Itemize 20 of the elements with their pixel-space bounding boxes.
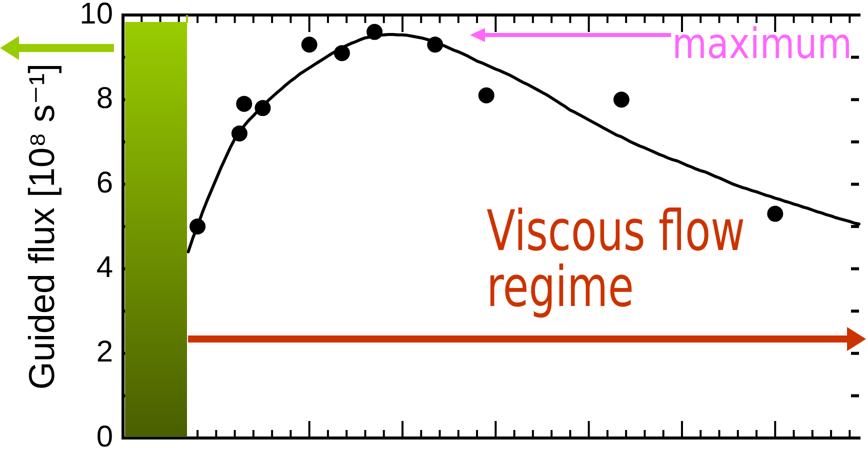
y-axis-title: Guided flux [10⁸ s⁻¹] bbox=[20, 63, 62, 390]
y-tick-label: 10 bbox=[80, 0, 114, 30]
point bbox=[478, 87, 494, 104]
point bbox=[366, 24, 383, 40]
y-tick-label: 8 bbox=[96, 82, 114, 115]
point bbox=[254, 100, 271, 116]
y-tick-label: 2 bbox=[96, 336, 114, 369]
annotation: Viscous flow regime bbox=[486, 198, 746, 320]
point bbox=[236, 96, 252, 112]
point bbox=[334, 45, 350, 62]
point bbox=[427, 36, 444, 53]
y-tick-label: 6 bbox=[96, 166, 114, 200]
annotation: maximum bbox=[672, 20, 852, 69]
point bbox=[301, 36, 318, 53]
point bbox=[613, 92, 630, 108]
point bbox=[231, 125, 248, 142]
y-tick-label: 4 bbox=[96, 251, 114, 284]
point bbox=[767, 206, 784, 222]
y-tick-label: 0 bbox=[96, 420, 114, 449]
point bbox=[190, 218, 206, 234]
